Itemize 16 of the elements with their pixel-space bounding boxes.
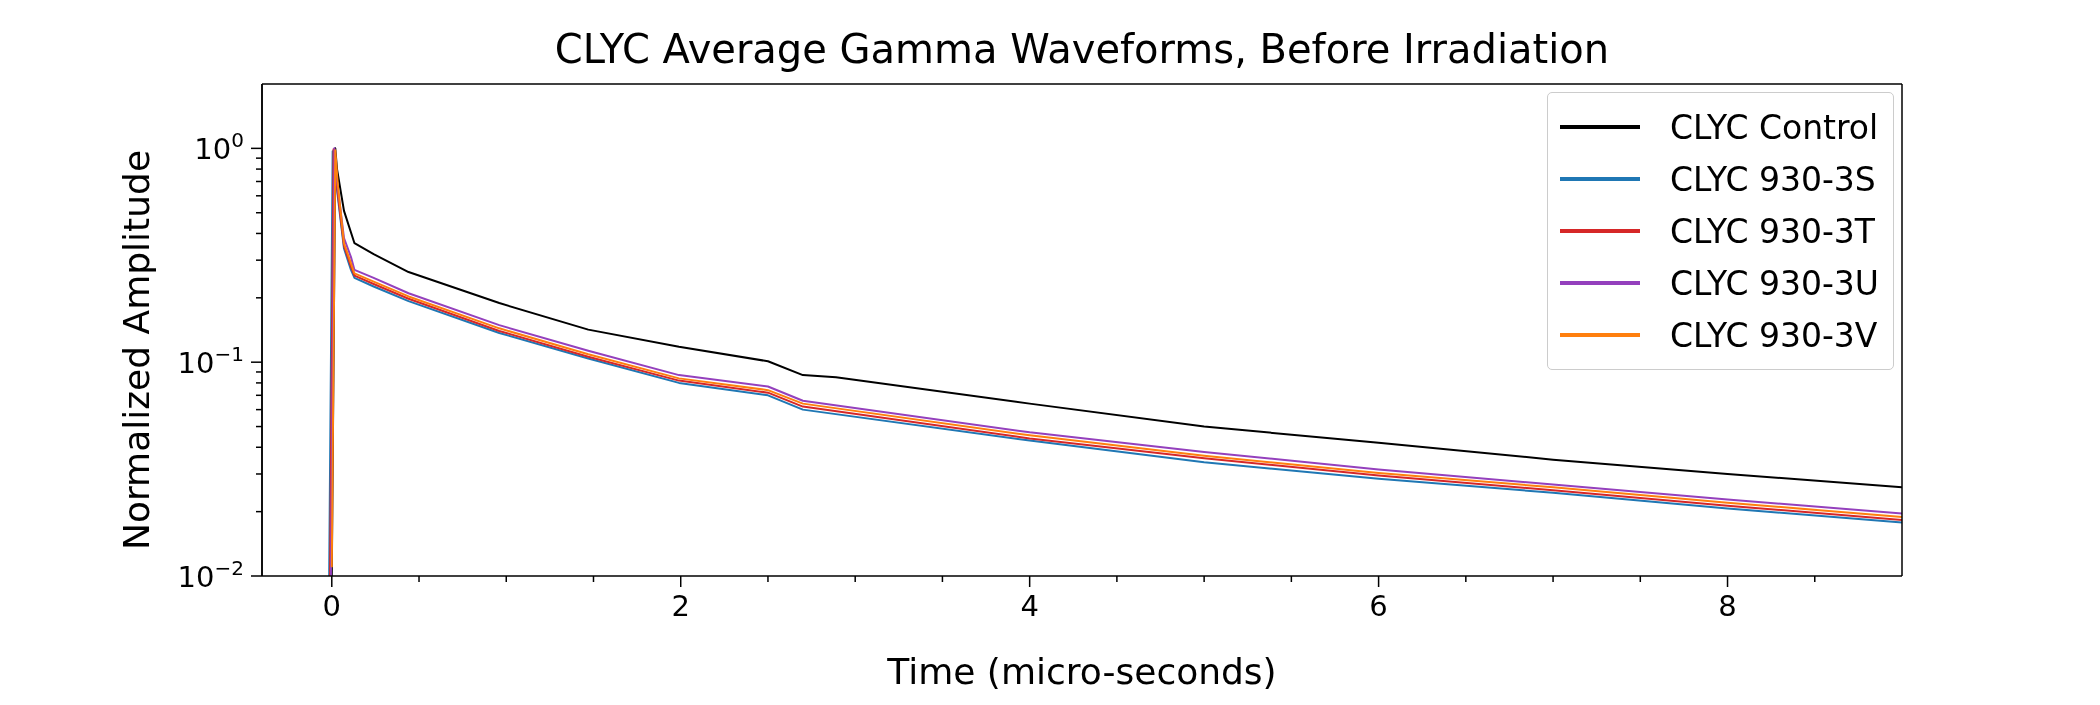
y-tick-label: 10$^{0}$ [194, 128, 244, 167]
legend-label: CLYC 930-3S [1670, 159, 1876, 199]
x-tick-label: 2 [671, 589, 690, 623]
legend-label: CLYC Control [1670, 107, 1879, 147]
legend-label: CLYC 930-3U [1670, 263, 1879, 303]
chart-title: CLYC Average Gamma Waveforms, Before Irradiation [553, 26, 1611, 72]
x-axis-title: Time (micro-seconds) [886, 651, 1278, 692]
y-axis-title: Normalized Amplitude [115, 149, 157, 551]
y-tick-label: 10$^{−1}$ [177, 342, 244, 381]
x-tick-label: 8 [1718, 589, 1737, 623]
x-tick-label: 6 [1369, 589, 1388, 623]
y-tick-label: 10$^{−2}$ [177, 556, 244, 594]
legend-label: CLYC 930-3V [1670, 315, 1878, 355]
x-tick-label: 0 [322, 589, 342, 623]
legend-label: CLYC 930-3T [1670, 211, 1875, 251]
x-tick-label: 4 [1020, 589, 1039, 623]
